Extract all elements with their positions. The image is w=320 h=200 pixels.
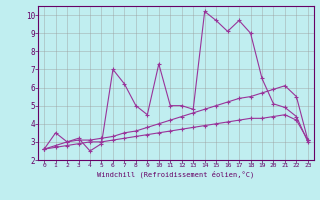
X-axis label: Windchill (Refroidissement éolien,°C): Windchill (Refroidissement éolien,°C) <box>97 171 255 178</box>
